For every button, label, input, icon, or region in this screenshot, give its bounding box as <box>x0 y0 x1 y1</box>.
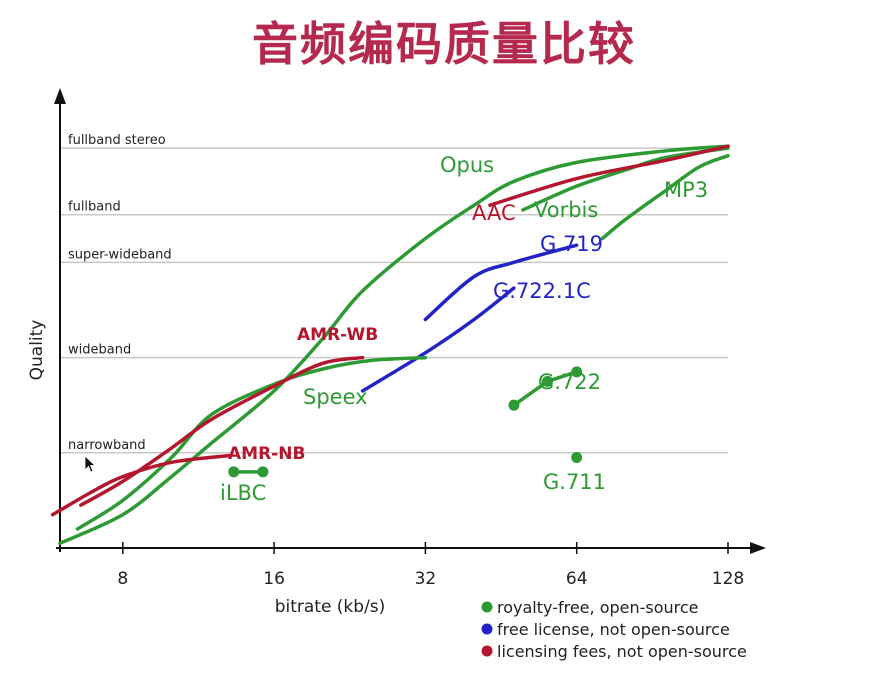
x-tick-label: 32 <box>415 569 437 589</box>
legend-label: free license, not open-source <box>497 620 730 639</box>
tier-label: super-wideband <box>68 247 172 262</box>
series-mp3-line <box>600 153 730 241</box>
series-opus-line <box>58 144 730 545</box>
tier-label: fullband <box>68 200 121 215</box>
series-g-722-1c-line <box>360 286 516 393</box>
series-g-722-point <box>508 399 520 411</box>
legend-label: licensing fees, not open-source <box>497 642 747 661</box>
x-tick-label: 128 <box>712 569 744 589</box>
x-tick-label: 16 <box>263 569 285 589</box>
slide-title: 音频编码质量比较 <box>252 17 636 71</box>
series-g-722-point <box>571 366 583 378</box>
x-tick-label: 8 <box>117 569 128 589</box>
series-amr-nb-line <box>50 453 231 517</box>
series-label-mp3: MP3 <box>664 178 708 202</box>
series-vorbis-line <box>521 146 730 212</box>
legend-marker <box>481 601 493 613</box>
series-g-722-point <box>542 375 554 387</box>
series-g-711-point <box>571 452 583 464</box>
y-axis-title: Quality <box>27 320 47 381</box>
y-axis-arrow-icon <box>54 88 66 104</box>
series-label-opus: Opus <box>440 153 494 177</box>
series-g-719-line <box>423 243 579 322</box>
series-label-amr-nb: AMR-NB <box>228 444 305 464</box>
tier-label: fullband stereo <box>68 133 166 148</box>
series-label-g-719: G.719 <box>540 232 603 256</box>
legend-label: royalty-free, open-source <box>497 598 699 617</box>
mouse-cursor-icon <box>84 455 97 473</box>
series-label-g-722: G.722 <box>538 370 601 394</box>
legend-marker <box>481 623 493 635</box>
series-amr-wb-line <box>79 355 365 507</box>
legend-marker <box>481 645 493 657</box>
series-label-speex: Speex <box>303 385 368 409</box>
series-label-g-711: G.711 <box>543 470 606 494</box>
series-speex-line <box>75 355 428 531</box>
series-aac-line <box>488 144 730 207</box>
series-label-ilbc: iLBC <box>220 481 266 505</box>
series-label-g-722-1c: G.722.1C <box>493 279 591 303</box>
x-tick-label: 64 <box>566 569 588 589</box>
tier-label: wideband <box>68 343 131 358</box>
series-label-vorbis: Vorbis <box>534 198 598 222</box>
series-ilbc-point <box>228 466 240 478</box>
series-ilbc-point <box>257 466 269 478</box>
tier-label: narrowband <box>68 438 146 453</box>
series-label-aac: AAC <box>472 201 516 225</box>
x-axis-arrow-icon <box>750 542 766 554</box>
series-label-amr-wb: AMR-WB <box>297 325 378 345</box>
x-axis-title: bitrate (kb/s) <box>275 597 386 617</box>
